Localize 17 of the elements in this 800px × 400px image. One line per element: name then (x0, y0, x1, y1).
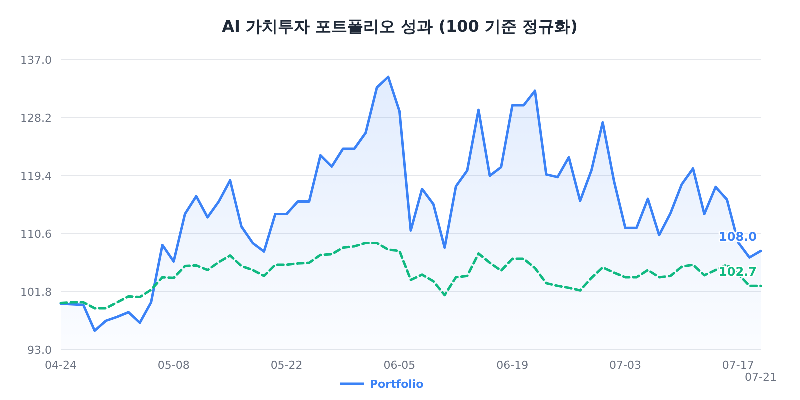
x-tick-label: 05-08 (158, 359, 190, 372)
y-tick-label: 101.8 (20, 286, 52, 299)
y-tick-label: 119.4 (20, 170, 52, 183)
x-tick-label: 05-22 (270, 359, 303, 372)
line-series (60, 242, 762, 310)
chart-title: AI 가치투자 포트폴리오 성과 (100 기준 정규화) (222, 17, 578, 36)
x-tick-label: 04-24 (45, 359, 77, 372)
y-tick-label: 93.0 (28, 344, 52, 357)
x-tick-label: 06-05 (384, 359, 416, 372)
x-tick-label: 07-21 (745, 371, 777, 384)
x-tick-label: 07-17 (722, 359, 754, 372)
legend-label: Portfolio (370, 378, 424, 391)
x-tick-label: 07-03 (610, 359, 642, 372)
y-tick-label: 137.0 (20, 54, 52, 67)
x-tick-label: 06-19 (496, 359, 529, 372)
y-tick-label: 128.2 (20, 112, 52, 125)
y-tick-label: 110.6 (20, 228, 52, 241)
